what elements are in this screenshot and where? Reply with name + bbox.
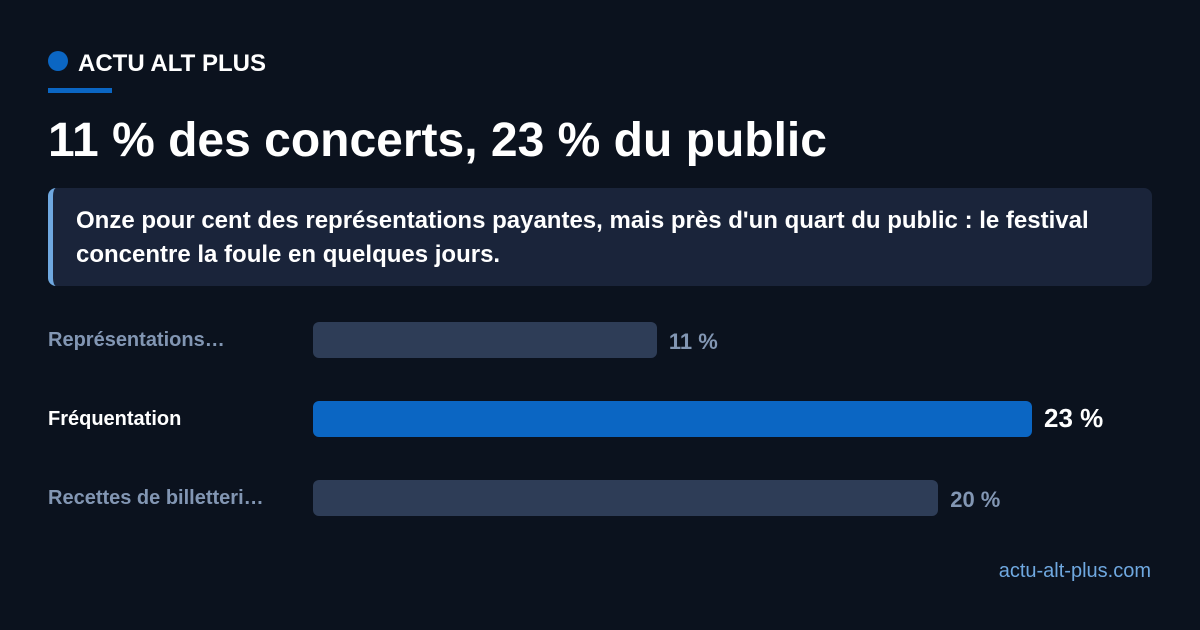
bar	[313, 322, 657, 358]
category-label: Fréquentation	[48, 408, 182, 430]
value-label: 20 %	[950, 487, 1001, 512]
value-label: 23 %	[1044, 403, 1104, 433]
chart-title: 11 % des concerts, 23 % du public	[48, 114, 827, 167]
chart-subtitle: Onze pour cent des représentations payan…	[76, 207, 1089, 268]
bar	[313, 480, 939, 516]
brand-rule	[48, 88, 112, 93]
value-label: 11 %	[668, 329, 718, 354]
bar	[313, 401, 1032, 437]
brand-dot	[48, 51, 68, 71]
category-label: Représentations…	[48, 329, 225, 351]
category-label: Recettes de billetteri…	[48, 487, 264, 509]
source: actu-alt-plus.com	[998, 560, 1151, 582]
subtitle-box: Onze pour cent des représentations payan…	[48, 188, 1152, 286]
brand: ACTU ALT PLUS	[78, 50, 266, 77]
